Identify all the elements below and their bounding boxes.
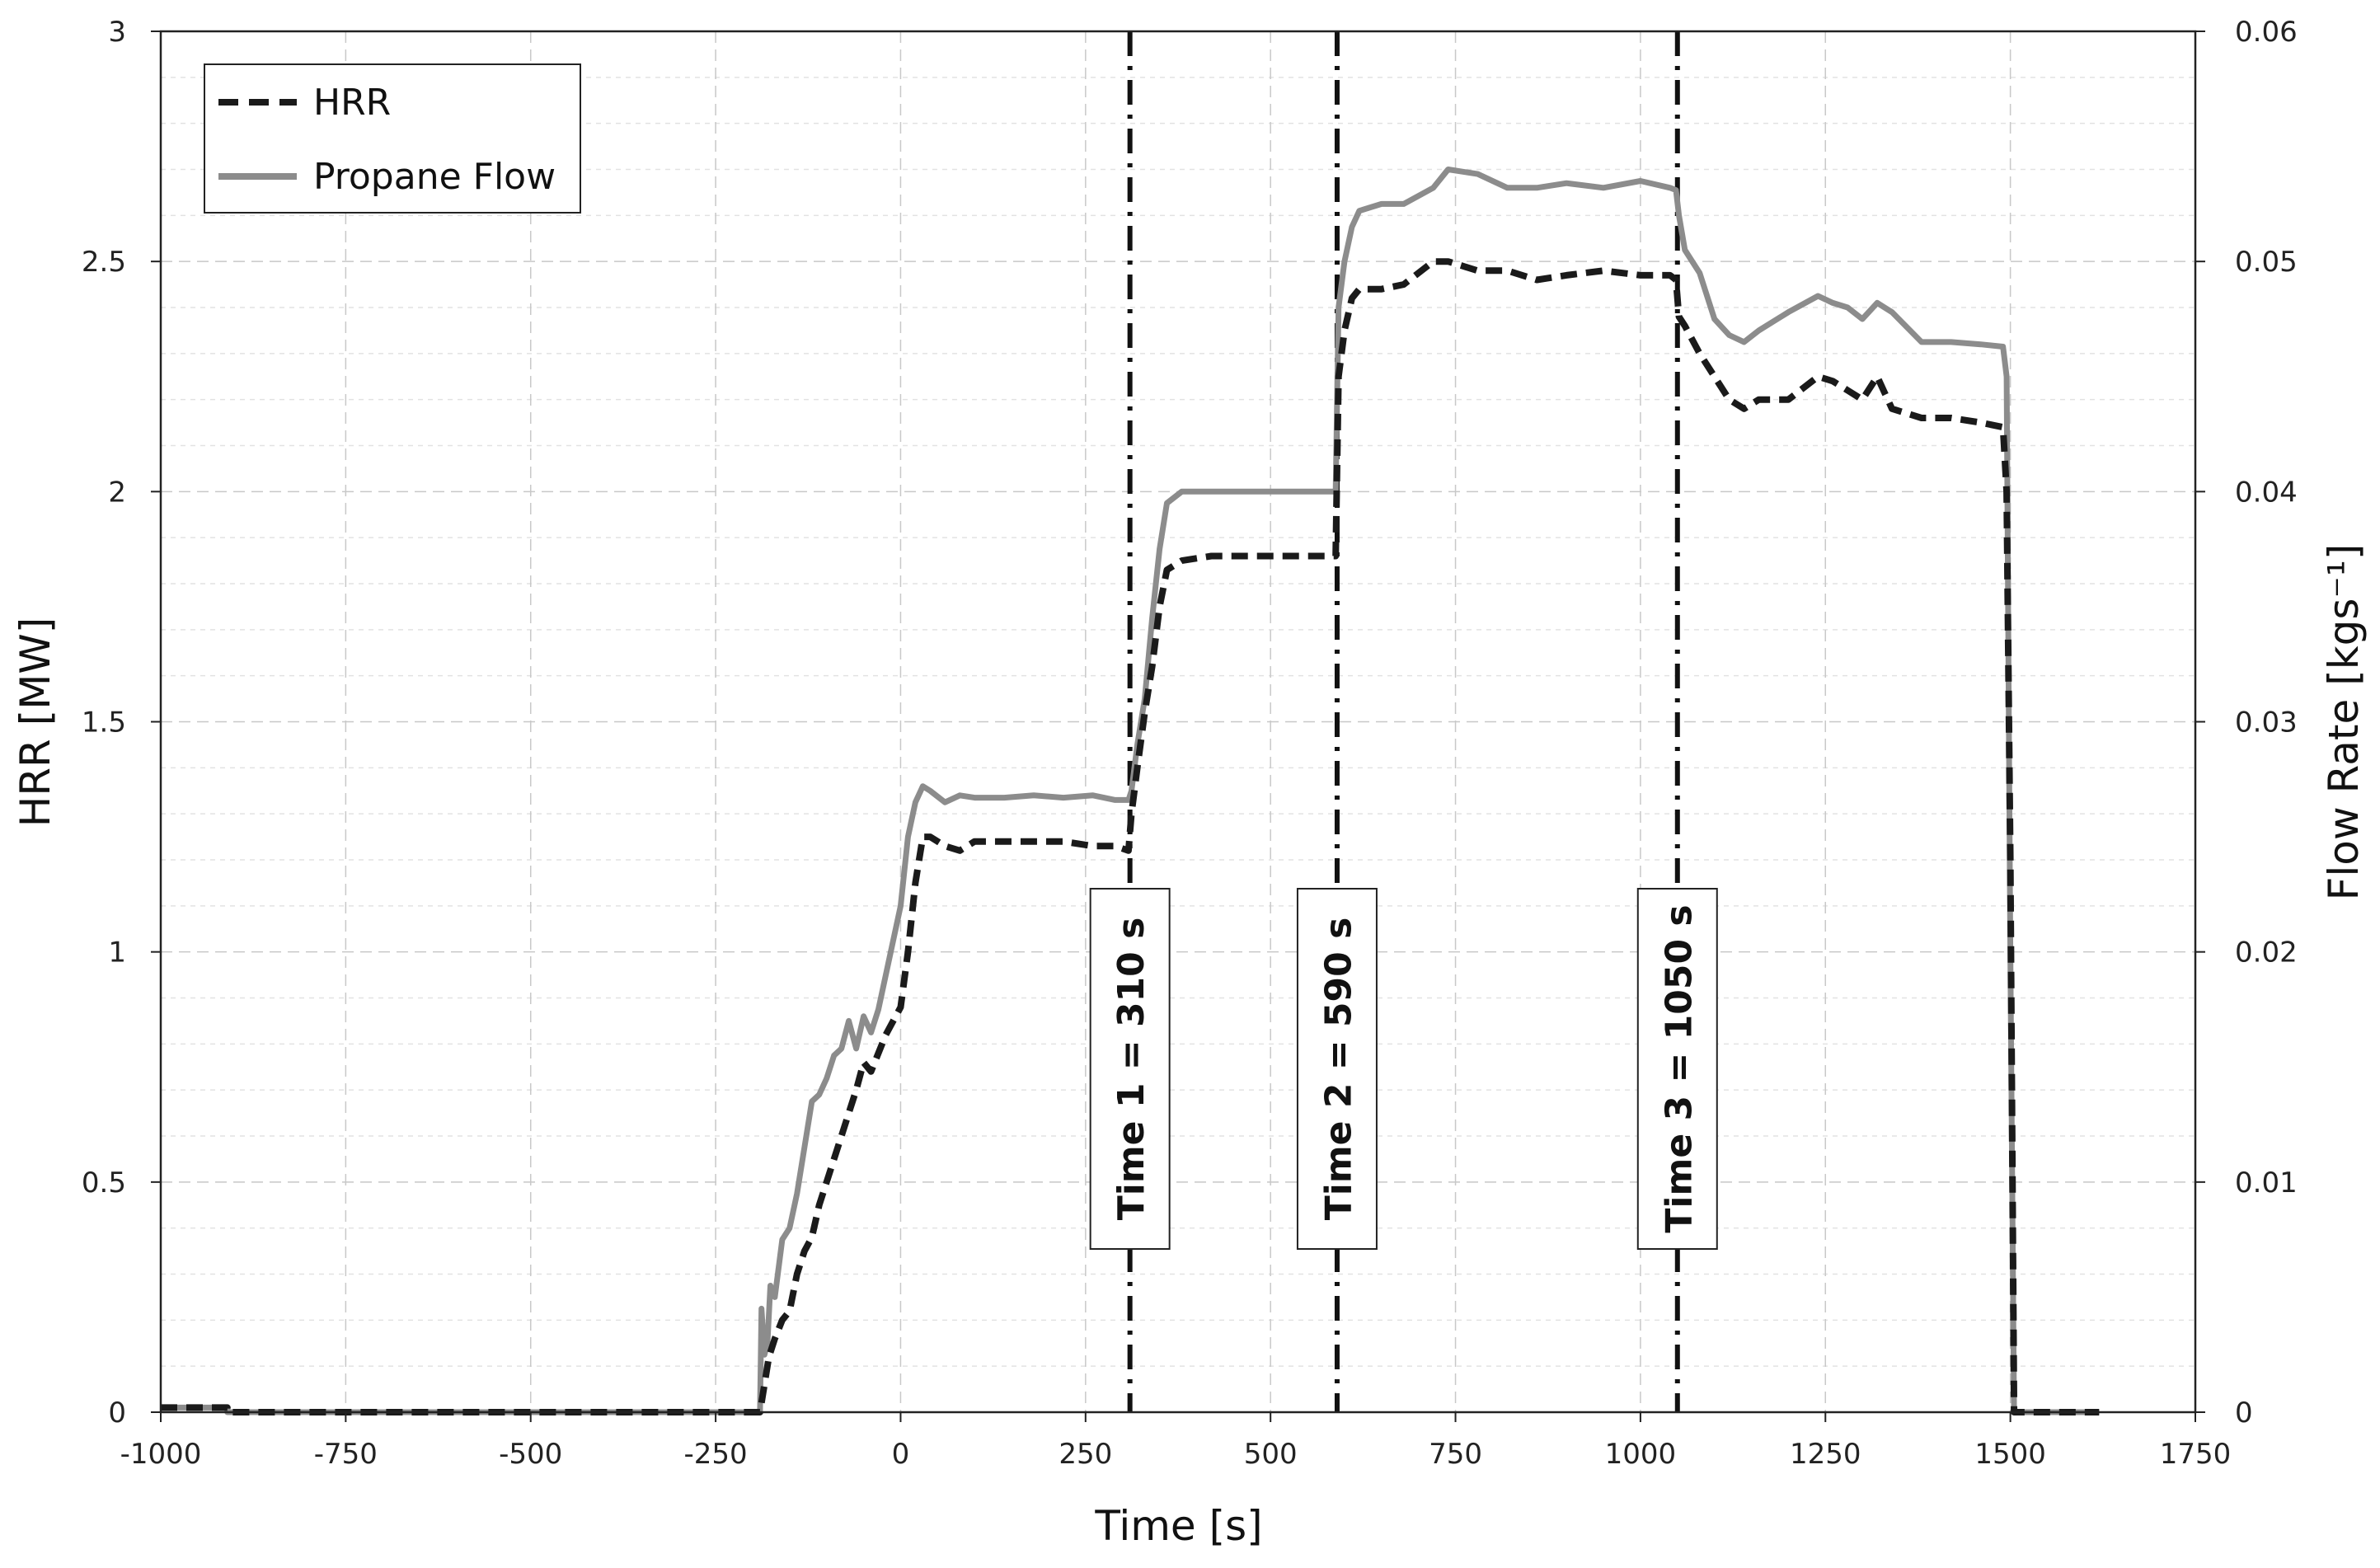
y-right-axis-title: Flow Rate [kgs⁻¹] bbox=[2320, 544, 2368, 901]
x-tick-label: 500 bbox=[1244, 1438, 1298, 1471]
x-tick-label: -750 bbox=[314, 1438, 378, 1471]
legend-propane-label: Propane Flow bbox=[313, 156, 556, 198]
time-marker-box-3 bbox=[1636, 888, 1718, 1250]
y-right-tick-layer: 0 0.01 0.02 0.03 0.04 0.05 0.06 bbox=[2195, 16, 2298, 1430]
x-tick-label: -250 bbox=[684, 1438, 748, 1471]
y-left-tick-label: 2.5 bbox=[82, 246, 126, 279]
x-tick-layer: -1000 -750 -500 -250 0 250 500 750 1000 1250 1500 1… bbox=[120, 1412, 2232, 1471]
y-left-tick-label: 0 bbox=[108, 1397, 126, 1430]
x-axis-title: Time [s] bbox=[1094, 1502, 1262, 1550]
y-left-axis-title: HRR [MW] bbox=[12, 617, 59, 828]
y-right-tick-label: 0.04 bbox=[2235, 476, 2298, 509]
y-left-tick-label: 1.5 bbox=[82, 707, 126, 739]
x-tick-label: 250 bbox=[1059, 1438, 1112, 1471]
time-marker-layer: Time 1 = 310 s Time 2 = 590 s Time 3 = 105… bbox=[1089, 31, 1718, 1412]
y-right-tick-label: 0.02 bbox=[2235, 937, 2298, 969]
y-left-tick-label: 2 bbox=[108, 476, 126, 509]
x-tick-label: -500 bbox=[499, 1438, 562, 1471]
series-layer bbox=[161, 167, 2100, 1415]
legend: HRR Propane Flow bbox=[204, 63, 581, 214]
time-marker-box-2 bbox=[1296, 888, 1378, 1250]
x-tick-label: 1000 bbox=[1605, 1438, 1677, 1471]
legend-hrr-label: HRR bbox=[313, 82, 391, 124]
y-left-tick-label: 3 bbox=[108, 16, 126, 49]
y-left-tick-layer: 0 0.5 1 1.5 2 2.5 3 bbox=[82, 16, 161, 1430]
hrr-series-line bbox=[161, 258, 2100, 1415]
time-marker-box-1 bbox=[1089, 888, 1171, 1250]
y-left-tick-label: 0.5 bbox=[82, 1167, 126, 1199]
x-tick-label: 1500 bbox=[1974, 1438, 2046, 1471]
y-right-tick-label: 0 bbox=[2235, 1397, 2253, 1430]
grid-layer bbox=[161, 31, 2195, 1412]
time-marker-label-2: Time 2 = 590 s bbox=[1317, 918, 1359, 1221]
x-tick-label: 750 bbox=[1429, 1438, 1482, 1471]
x-tick-label: 0 bbox=[892, 1438, 910, 1471]
y-right-tick-label: 0.01 bbox=[2235, 1167, 2298, 1199]
legend-box bbox=[204, 63, 581, 214]
y-right-tick-label: 0.03 bbox=[2235, 707, 2298, 739]
y-left-tick-label: 1 bbox=[108, 937, 126, 969]
time-marker-label-3: Time 3 = 1050 s bbox=[1658, 904, 1700, 1232]
propane-flow-series-line bbox=[161, 167, 2100, 1415]
x-tick-label: 1750 bbox=[2160, 1438, 2232, 1471]
x-tick-label: -1000 bbox=[120, 1438, 202, 1471]
y-right-tick-label: 0.05 bbox=[2235, 246, 2298, 279]
y-right-tick-label: 0.06 bbox=[2235, 16, 2298, 49]
x-tick-label: 1250 bbox=[1790, 1438, 1861, 1471]
time-marker-label-1: Time 1 = 310 s bbox=[1110, 918, 1152, 1221]
